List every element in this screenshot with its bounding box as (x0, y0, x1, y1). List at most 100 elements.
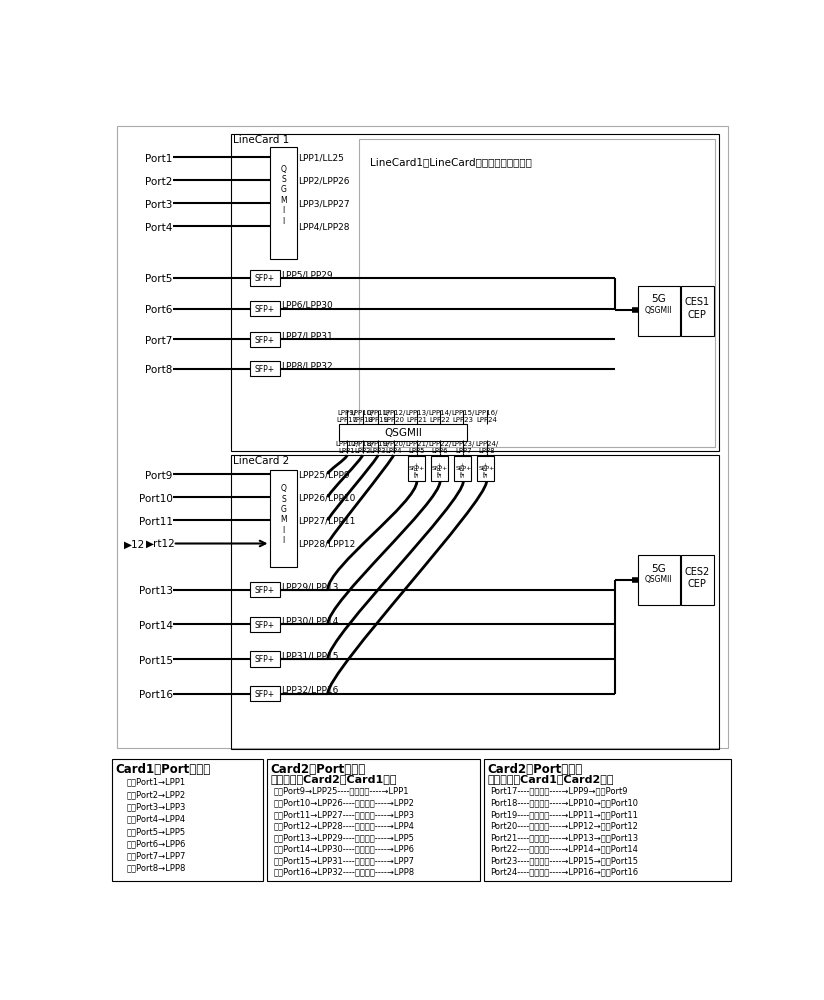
Text: 面板Port13→LPP29----报文透传----→LPP5: 面板Port13→LPP29----报文透传----→LPP5 (274, 833, 414, 842)
Bar (339, 424, 467, 441)
Text: ▶rt12: ▶rt12 (147, 538, 176, 548)
Text: ▶12: ▶12 (124, 540, 146, 550)
Text: Port3: Port3 (145, 200, 173, 210)
Text: CEP: CEP (688, 579, 707, 589)
Bar (477, 456, 494, 481)
Text: SFP+: SFP+ (432, 466, 448, 471)
Text: 面板Port1→LPP1: 面板Port1→LPP1 (126, 778, 185, 787)
Bar (454, 456, 471, 481)
Text: Port17----报文透传----→LPP9→面板Port9: Port17----报文透传----→LPP9→面板Port9 (490, 787, 628, 796)
Text: 面板Port2→LPP2: 面板Port2→LPP2 (126, 790, 185, 799)
Bar (117, 126, 728, 748)
Text: SFP+: SFP+ (438, 461, 442, 477)
Text: LineCard 2: LineCard 2 (233, 456, 289, 466)
Text: Card2的Port映射：: Card2的Port映射： (270, 763, 366, 776)
Text: LPP8/LPP32: LPP8/LPP32 (281, 361, 333, 370)
Text: SFP+: SFP+ (485, 461, 489, 477)
Text: QSGMII: QSGMII (645, 575, 672, 584)
Text: SFP+: SFP+ (255, 336, 275, 345)
Text: 面板Port8→LPP8: 面板Port8→LPP8 (126, 864, 185, 873)
Text: 下行方向（Card1到Card2）：: 下行方向（Card1到Card2）： (488, 774, 614, 784)
Text: LPP15/
LPP23: LPP15/ LPP23 (452, 410, 475, 423)
Bar (408, 456, 424, 481)
Text: LPP7/LPP31: LPP7/LPP31 (281, 332, 333, 341)
Text: LPP22/
LPP6: LPP22/ LPP6 (428, 441, 452, 454)
Bar (250, 617, 279, 632)
Text: LineCard1和LineCard的业务配置完全一样: LineCard1和LineCard的业务配置完全一样 (370, 157, 532, 167)
Text: LineCard 1: LineCard 1 (233, 135, 289, 145)
Bar (250, 361, 279, 376)
Text: SFP+: SFP+ (479, 466, 495, 471)
Bar (250, 301, 279, 316)
Text: SFP+: SFP+ (461, 461, 466, 477)
Bar (485, 759, 731, 881)
Bar (681, 286, 714, 336)
Text: LPP21/
LPP5: LPP21/ LPP5 (405, 441, 428, 454)
Text: LPP4/LPP28: LPP4/LPP28 (298, 223, 350, 232)
Text: Port22----报文透传----→LPP14→面板Port14: Port22----报文透传----→LPP14→面板Port14 (490, 845, 639, 854)
Text: 面板Port9→LPP25----报文透传----→LPP1: 面板Port9→LPP25----报文透传----→LPP1 (274, 787, 409, 796)
Text: SFP+: SFP+ (255, 365, 275, 374)
Text: Card2的Port映射：: Card2的Port映射： (488, 763, 583, 776)
Text: 面板Port6→LPP6: 面板Port6→LPP6 (126, 839, 185, 848)
Text: Port4: Port4 (145, 223, 173, 233)
Text: Port13: Port13 (138, 586, 173, 596)
Text: LPP1/LL25: LPP1/LL25 (298, 153, 344, 162)
Text: 面板Port12→LPP28----报文透传----→LPP4: 面板Port12→LPP28----报文透传----→LPP4 (274, 821, 414, 830)
Text: SFP+: SFP+ (255, 586, 275, 595)
Bar (250, 332, 279, 347)
Text: Port16: Port16 (138, 690, 173, 700)
Text: CES2: CES2 (685, 567, 710, 577)
Bar (431, 456, 448, 481)
Text: Port15: Port15 (138, 656, 173, 666)
Text: SFP+: SFP+ (455, 466, 471, 471)
Text: LPP23/
LPP7: LPP23/ LPP7 (452, 441, 475, 454)
Text: SFP+: SFP+ (255, 274, 275, 283)
Text: SFP+: SFP+ (255, 655, 275, 664)
Text: Port1: Port1 (145, 153, 173, 163)
Text: LPP2/LPP26: LPP2/LPP26 (298, 176, 350, 185)
Text: 面板Port15→LPP31----报文透传----→LPP7: 面板Port15→LPP31----报文透传----→LPP7 (274, 856, 414, 865)
Bar (358, 139, 715, 447)
Text: 面板Port16→LPP32----报文透传----→LPP8: 面板Port16→LPP32----报文透传----→LPP8 (274, 868, 414, 877)
Text: LPP12/
LPP20: LPP12/ LPP20 (382, 410, 405, 423)
Text: Port24----报文透传----→LPP16→面板Port16: Port24----报文透传----→LPP16→面板Port16 (490, 868, 639, 877)
Text: 面板Port10→LPP26----报文透传----→LPP2: 面板Port10→LPP26----报文透传----→LPP2 (274, 798, 414, 807)
Text: 面板Port5→LPP5: 面板Port5→LPP5 (126, 827, 185, 836)
Text: 面板Port11→LPP27----报文透传----→LPP3: 面板Port11→LPP27----报文透传----→LPP3 (274, 810, 414, 819)
Text: Port21----报文透传----→LPP13→面板Port13: Port21----报文透传----→LPP13→面板Port13 (490, 833, 639, 842)
Text: 5G: 5G (651, 294, 666, 304)
Bar (638, 286, 681, 336)
Text: LPP19/
LPP3: LPP19/ LPP3 (367, 441, 390, 454)
Text: LPP16/
LPP24: LPP16/ LPP24 (475, 410, 499, 423)
Text: Card1的Port映射：: Card1的Port映射： (115, 763, 211, 776)
Text: Port23----报文透传----→LPP15→面板Port15: Port23----报文透传----→LPP15→面板Port15 (490, 856, 639, 865)
Text: LPP29/LPP13: LPP29/LPP13 (281, 582, 339, 591)
Text: Q
S
G
M
I
I: Q S G M I I (280, 165, 287, 226)
Text: Port6: Port6 (145, 305, 173, 315)
Text: LPP32/LPP16: LPP32/LPP16 (281, 686, 339, 695)
Text: LPP31/LPP15: LPP31/LPP15 (281, 651, 339, 660)
Text: Port20----报文透传----→LPP12→面板Port12: Port20----报文透传----→LPP12→面板Port12 (490, 821, 639, 830)
Text: LPP17/
LPP1: LPP17/ LPP1 (335, 441, 359, 454)
Text: Q
S
G
M
I
I: Q S G M I I (280, 484, 287, 545)
Text: 上行方向（Card2到Card1）：: 上行方向（Card2到Card1）： (270, 774, 397, 784)
Bar (267, 759, 480, 881)
Text: CES1: CES1 (685, 297, 710, 307)
Text: LPP11/
LPP19: LPP11/ LPP19 (367, 410, 390, 423)
Text: Port7: Port7 (145, 336, 173, 346)
Bar (231, 455, 719, 749)
Bar (270, 147, 297, 259)
Text: LPP27/LPP11: LPP27/LPP11 (298, 517, 356, 526)
Bar (231, 134, 719, 451)
Text: LPP20/
LPP4: LPP20/ LPP4 (382, 441, 405, 454)
Bar (270, 470, 297, 567)
Bar (250, 686, 279, 701)
Text: 面板Port14→LPP30----报文透传----→LPP6: 面板Port14→LPP30----报文透传----→LPP6 (274, 845, 414, 854)
Text: Port5: Port5 (145, 274, 173, 284)
Text: LPP3/LPP27: LPP3/LPP27 (298, 199, 350, 208)
Text: LPP14/
LPP22: LPP14/ LPP22 (428, 410, 452, 423)
Text: Port19----报文透传----→LPP11→面板Port11: Port19----报文透传----→LPP11→面板Port11 (490, 810, 639, 819)
Text: LPP25/LPP9: LPP25/LPP9 (298, 470, 350, 479)
Text: 面板Port7→LPP7: 面板Port7→LPP7 (126, 852, 185, 860)
